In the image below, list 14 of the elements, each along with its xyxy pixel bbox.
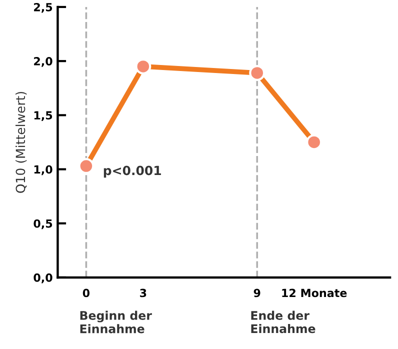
y-axis-title: Q10 (Mittelwert) [16,92,27,193]
y-tick-label: 2,0 [34,57,52,67]
x-tick-label: 0 [82,288,90,298]
y-tick-label: 2,5 [34,2,52,13]
x-tick-label: 9 [254,288,260,298]
y-tick-label: 1,5 [34,111,52,121]
x-tick-label: 3 [140,288,146,298]
annotation: p<0.001 [104,166,161,178]
ref-line-label: Ende der Einnahme [251,310,316,334]
x-tick-label: 12 Monate [282,288,347,298]
ref-line-label: Beginn der Einnahme [80,310,152,334]
y-tick-label: 0,5 [34,219,52,230]
y-tick-label: 0,0 [34,273,52,284]
y-tick-label: 1,0 [34,165,52,176]
